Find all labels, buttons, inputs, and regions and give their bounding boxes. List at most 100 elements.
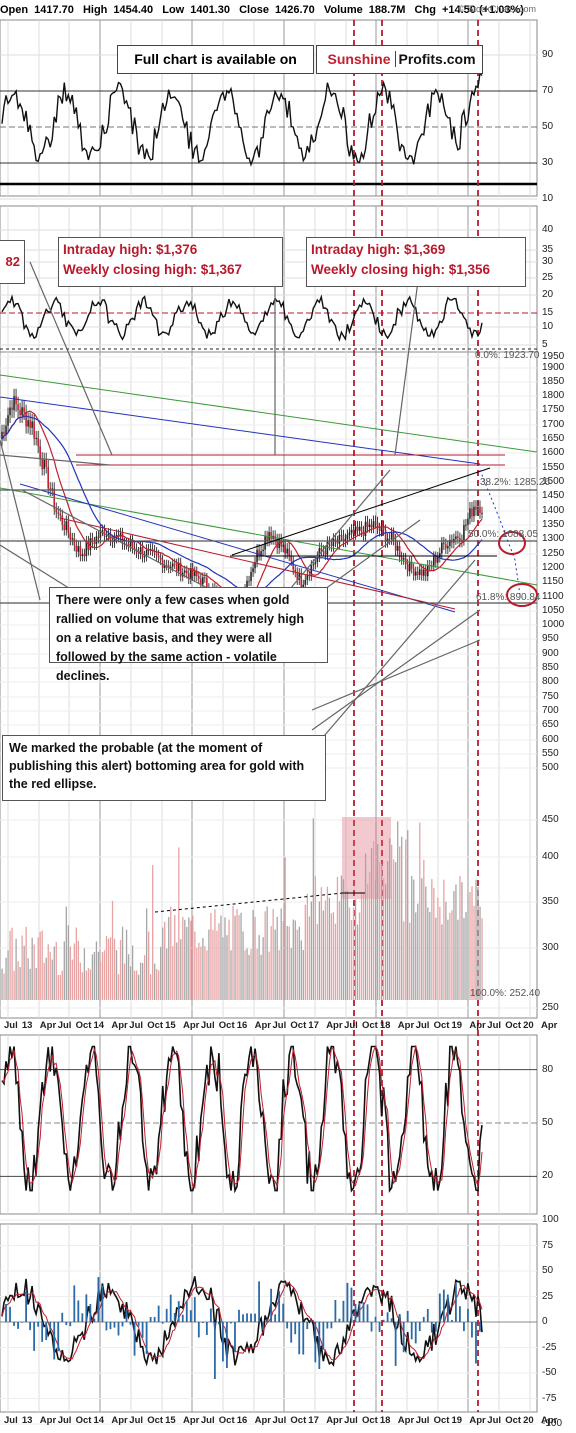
price-candle-body [49, 488, 52, 490]
macd-histogram-bar [37, 1322, 40, 1327]
volume-bar [226, 935, 228, 1000]
price-candle-body [352, 529, 355, 535]
volume-bar [47, 944, 49, 1000]
macd-histogram-bar [242, 1314, 244, 1322]
bottom-ellipse-2 [506, 583, 538, 607]
volume-bar [129, 966, 132, 1000]
macd-histogram-bar [149, 1317, 152, 1322]
macd-histogram-bar [302, 1322, 305, 1355]
open-label: Open [0, 4, 29, 16]
volume-bar [63, 941, 65, 1000]
volume-bar [292, 919, 294, 1000]
volume-bar [139, 962, 142, 1000]
price-candle-body [81, 554, 84, 557]
macd-histogram-bar [398, 1314, 401, 1322]
volume-bar [384, 884, 387, 1000]
macd-histogram-bar [394, 1322, 397, 1366]
price-candle-body [125, 543, 128, 545]
price-candle-body [7, 415, 9, 426]
price-candle-body [55, 508, 58, 513]
macd-histogram-bar [346, 1282, 349, 1322]
volume-bar [19, 967, 21, 1000]
price-candle-body [133, 547, 136, 549]
price-tick-1: 1900 [542, 362, 565, 373]
macd-histogram-bar [49, 1322, 52, 1330]
low-value: 1401.30 [190, 4, 230, 16]
price-candle-body [163, 564, 166, 568]
volume-bar [55, 941, 57, 1000]
macd-tick-8: -100 [542, 1418, 563, 1429]
right-intraday-high: Intraday high: $1,369 [311, 242, 446, 257]
macd-histogram-bar [117, 1322, 120, 1336]
volume-bar [463, 917, 465, 1000]
price-candle-body [183, 570, 186, 573]
macd-tick-0: 100 [542, 1214, 559, 1225]
price-candle-body [196, 571, 198, 577]
volume-bar [326, 886, 329, 1000]
macd-histogram-bar [53, 1322, 56, 1360]
x-label-0-28: Oct [505, 1020, 522, 1031]
price-candle-body [422, 569, 425, 576]
price-tick-6: 1650 [542, 433, 565, 444]
vol-tick-3: 25 [542, 272, 554, 283]
price-tick-24: 750 [542, 691, 559, 702]
volume-bar [423, 859, 425, 1000]
volume-bar [89, 969, 92, 1000]
stoch-tick-0: 80 [542, 1063, 554, 1075]
price-candle-body [87, 541, 90, 551]
stoch-signal [1, 1044, 483, 1189]
volume-bar [342, 879, 345, 1000]
macd-histogram-bar [286, 1322, 289, 1329]
volume-bar [232, 905, 234, 1000]
callout-pointer-6 [0, 544, 81, 596]
volume-bar [328, 897, 331, 1000]
macd-histogram-bar [310, 1320, 313, 1322]
volume-bar [192, 915, 194, 1000]
price-candle-body [396, 546, 399, 551]
volume-bar [364, 853, 367, 1000]
price-candle-body [330, 544, 333, 547]
callout-pointer-1 [394, 280, 419, 456]
volume-bar [254, 916, 256, 1000]
volume-bar [449, 912, 451, 1000]
volume-bar [256, 948, 258, 1000]
price-candle-body [254, 562, 256, 569]
volume-bar [286, 926, 288, 1000]
volume-bar [471, 886, 473, 1000]
price-candle-body [310, 565, 313, 576]
price-candle-body [437, 557, 439, 563]
volume-bar [194, 931, 196, 1000]
volume-bar [37, 937, 39, 1000]
volume-bar [79, 962, 82, 1000]
price-candle-body [382, 526, 385, 531]
macd-tick-7: -75 [542, 1392, 557, 1404]
volume-bar [413, 879, 415, 1000]
price-candle-body [43, 459, 45, 469]
volume-bar [300, 940, 302, 1000]
price-candle-body [21, 407, 23, 416]
price-candle-body [294, 569, 297, 573]
price-candle-body [79, 546, 82, 557]
price-candle-body [91, 538, 94, 543]
volume-bar [204, 946, 206, 1000]
price-candle-body [300, 573, 303, 588]
volume-bar [154, 963, 156, 1000]
volume-bar [29, 968, 31, 1000]
macd-histogram-bar [463, 1322, 465, 1332]
macd-histogram-bar [161, 1322, 164, 1324]
volume-bar [115, 950, 118, 1000]
x-label-1-29: 20 [523, 1415, 534, 1426]
volume-bar [210, 912, 212, 1000]
callout-pointer-7 [311, 559, 476, 751]
volume-bar [372, 841, 375, 1000]
fib-label-2: 50.0%: 1088.05 [468, 529, 539, 540]
volume-bar [15, 938, 17, 1000]
macd-histogram-bar [390, 1318, 393, 1322]
vol-tick-2: 30 [542, 256, 554, 267]
x-label-0-26: Apr [469, 1020, 486, 1031]
price-candle-body [449, 539, 451, 547]
macd-histogram-bar [13, 1322, 15, 1326]
price-candle-body [177, 562, 180, 572]
price-candle-body [324, 551, 327, 555]
price-tick-33: 300 [542, 942, 559, 953]
